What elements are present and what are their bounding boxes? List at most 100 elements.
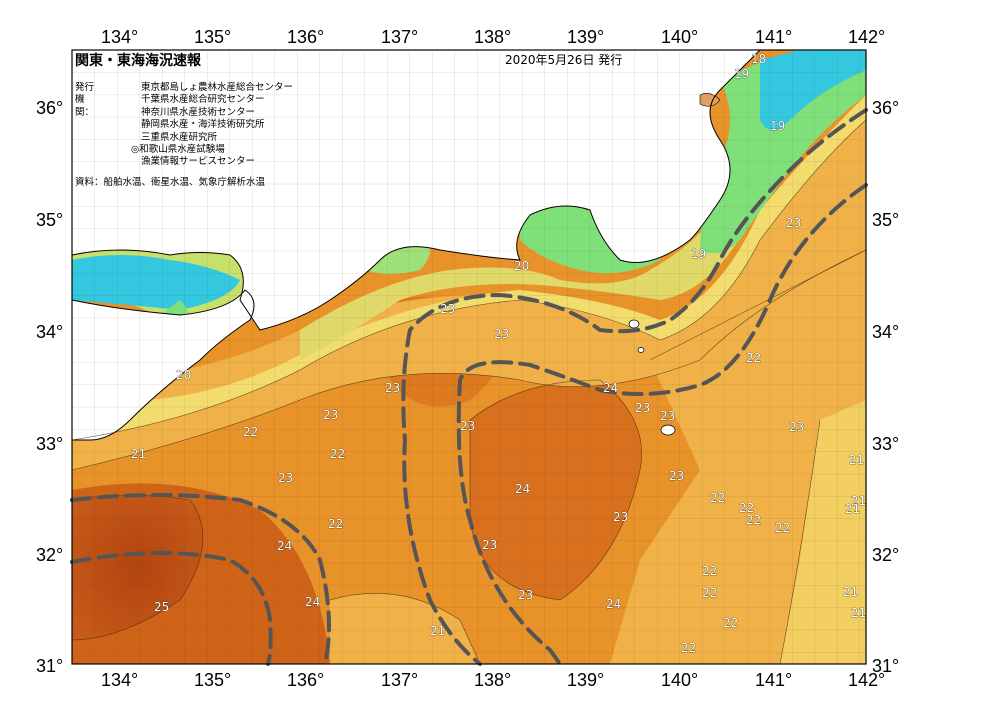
issuer-item: 神奈川県水産技術センター [141, 106, 256, 118]
kuroshio-west-axis [70, 493, 331, 666]
longitude-labels-top: 134° 135° 136° 137° 138° 139° 140° 141° … [101, 27, 885, 47]
issuer-item: 千葉県水産総合研究センター [141, 94, 265, 106]
iso-label: 19 [734, 67, 749, 81]
lon-tick: 137° [381, 670, 418, 690]
iso-label: 22 [328, 517, 343, 531]
kuroshio-south-axis [456, 183, 868, 666]
iso-label: 21 [845, 502, 860, 516]
kuroshio-north-axis [401, 108, 868, 666]
kuroshio-axis-lines [70, 108, 868, 666]
lon-tick: 139° [567, 670, 604, 690]
iso-label: 21 [131, 447, 146, 461]
lon-tick: 136° [287, 670, 324, 690]
iso-label: 22 [710, 491, 725, 505]
iso-label: 21 [843, 585, 858, 599]
lat-tick: 34° [36, 322, 63, 342]
iso-label: 24 [277, 539, 292, 553]
lon-tick: 134° [101, 670, 138, 690]
issue-date: 2020年5月26日 発行 [505, 53, 623, 67]
latitude-labels-left: 36° 35° 34° 33° 32° 31° [36, 98, 63, 676]
lon-tick: 135° [194, 27, 231, 47]
issuer-item: 静岡県水産・海洋技術研究所 [141, 119, 265, 131]
map-area [70, 49, 868, 666]
map-frame [71, 49, 867, 665]
lon-tick: 140° [661, 27, 698, 47]
iso-label: 22 [330, 447, 345, 461]
lat-lon-grid [72, 50, 866, 664]
lon-tick: 141° [755, 670, 792, 690]
lat-tick: 36° [872, 98, 899, 118]
issuer-item: ◎和歌山県水産試験場 [131, 144, 225, 156]
iso-label: 23 [440, 302, 455, 316]
lon-tick: 140° [661, 670, 698, 690]
iso-label: 22 [746, 351, 761, 365]
isotherm-labels: 18 19 19 19 20 20 21 21 21 21 21 21 21 2… [131, 52, 867, 656]
lon-tick: 142° [848, 670, 885, 690]
lon-tick: 134° [101, 27, 138, 47]
iso-label: 19 [770, 119, 785, 133]
iso-label: 23 [786, 216, 801, 230]
lat-tick: 34° [872, 322, 899, 342]
iso-label: 23 [385, 381, 400, 395]
lon-tick: 136° [287, 27, 324, 47]
iso-label: 20 [176, 368, 191, 382]
kuroshio-west-inner-axis [70, 550, 273, 666]
iso-label: 22 [702, 564, 717, 578]
iso-label: 23 [635, 401, 650, 415]
iso-label: 21 [851, 494, 866, 508]
latitude-labels-right: 36° 35° 34° 33° 32° 31° [872, 98, 899, 676]
iso-label: 18 [751, 52, 766, 66]
iso-label: 22 [681, 641, 696, 655]
lat-tick: 32° [36, 545, 63, 565]
iso-label: 23 [789, 420, 804, 434]
iso-label: 23 [518, 588, 533, 602]
lon-tick: 139° [567, 27, 604, 47]
iso-label: 25 [154, 600, 169, 614]
issuer-item: 東京都島しょ農林水産総合センター [141, 82, 294, 93]
iso-label: 24 [603, 381, 618, 395]
iso-label: 23 [669, 469, 684, 483]
iso-label: 24 [305, 595, 320, 609]
lat-tick: 33° [36, 434, 63, 454]
iso-label: 19 [691, 247, 706, 261]
lat-tick: 35° [36, 210, 63, 230]
iso-label: 22 [775, 521, 790, 535]
map-title: 関東・東海海況速報 [75, 53, 201, 69]
iso-label: 23 [660, 409, 675, 423]
lon-tick: 142° [848, 27, 885, 47]
lat-tick: 33° [872, 434, 899, 454]
iso-label: 24 [515, 482, 530, 496]
lon-tick: 137° [381, 27, 418, 47]
iso-label: 22 [739, 501, 754, 515]
iso-label: 21 [849, 453, 864, 467]
iso-label: 22 [723, 616, 738, 630]
lat-tick: 32° [872, 545, 899, 565]
issuer-item: 漁業情報サービスセンター [141, 156, 256, 168]
iso-label: 23 [323, 408, 338, 422]
iso-label: 23 [278, 471, 293, 485]
lon-tick: 135° [194, 670, 231, 690]
iso-label: 22 [243, 425, 258, 439]
iso-label: 20 [514, 259, 529, 273]
issuer-label: 発行機関： [75, 82, 95, 118]
lon-tick: 141° [755, 27, 792, 47]
lon-tick: 138° [474, 670, 511, 690]
lat-tick: 31° [872, 656, 899, 676]
iso-label: 24 [606, 597, 621, 611]
longitude-labels-bottom: 134° 135° 136° 137° 138° 139° 140° 141° … [101, 670, 885, 690]
lat-tick: 31° [36, 656, 63, 676]
iso-label: 21 [851, 606, 866, 620]
issuer-list: 東京都島しょ農林水産総合センター 千葉県水産総合研究センター 神奈川県水産技術セ… [131, 82, 294, 169]
iso-label: 21 [430, 624, 445, 638]
iso-label: 23 [460, 419, 475, 433]
iso-label: 23 [613, 510, 628, 524]
iso-label: 22 [746, 513, 761, 527]
issuer-item: 三重県水産研究所 [141, 131, 218, 143]
iso-label: 23 [494, 327, 509, 341]
lat-tick: 35° [872, 210, 899, 230]
data-source: 資料：船舶水温、衛星水温、気象庁解析水温 [75, 177, 266, 188]
lon-tick: 138° [474, 27, 511, 47]
iso-label: 23 [482, 538, 497, 552]
lat-tick: 36° [36, 98, 63, 118]
